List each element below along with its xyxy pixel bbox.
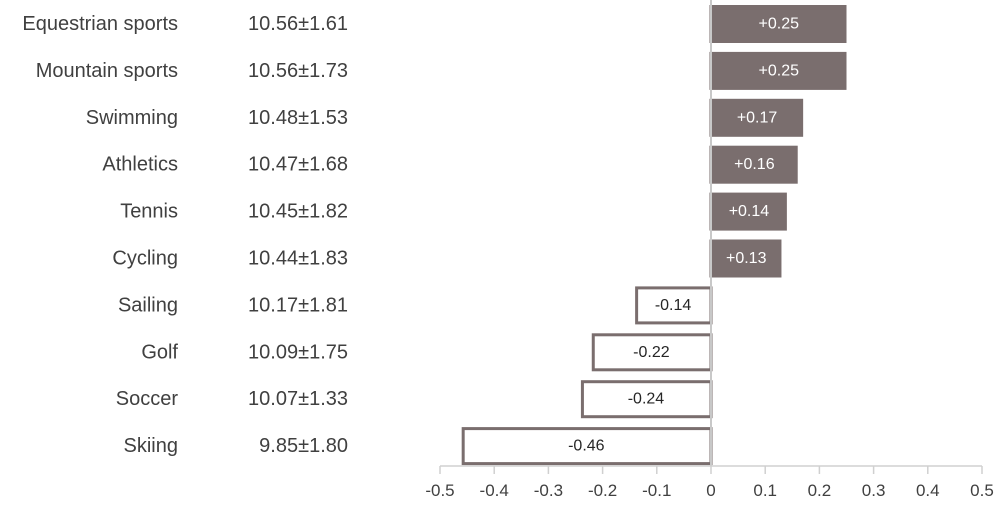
category-label-swimming: Swimming	[86, 107, 178, 129]
x-tick-label: 0	[706, 481, 715, 500]
category-label-athletics: Athletics	[102, 154, 178, 176]
x-tick-label: 0.1	[753, 481, 777, 500]
data-label-golf: -0.22	[633, 344, 670, 361]
category-label-skiing: Skiing	[124, 435, 178, 457]
category-labels: Equestrian sports Mountain sports Swimming…	[22, 13, 178, 457]
category-value-swimming: 10.48±1.53	[248, 107, 348, 129]
category-value-cycling: 10.44±1.83	[248, 248, 348, 270]
category-value-sailing: 10.17±1.81	[248, 294, 348, 316]
category-label-tennis: Tennis	[120, 201, 178, 223]
category-label-cycling: Cycling	[112, 248, 178, 270]
x-tick-label: -0.5	[425, 481, 454, 500]
data-label-swimming: +0.17	[737, 109, 778, 126]
bar-mountain-sports	[709, 51, 847, 90]
bar-golf	[591, 333, 713, 372]
data-label-skiing: -0.46	[568, 438, 605, 455]
data-label-equestrian-sports: +0.25	[759, 16, 800, 33]
bar-tennis	[709, 192, 787, 231]
bar-skiing	[461, 427, 713, 466]
category-value-tennis: 10.45±1.82	[248, 201, 348, 223]
bar-athletics	[709, 145, 798, 184]
category-label-equestrian-sports: Equestrian sports	[22, 13, 178, 35]
x-axis: -0.5 -0.4 -0.3 -0.2 -0.1 0 0.1 0.2 0.3 0.4 0.5	[425, 0, 994, 500]
category-value-skiing: 9.85±1.80	[259, 435, 348, 457]
category-label-golf: Golf	[141, 341, 178, 363]
x-tick-label: 0.5	[970, 481, 994, 500]
category-value-mountain-sports: 10.56±1.73	[248, 60, 348, 82]
category-label-sailing: Sailing	[118, 294, 178, 316]
x-tick-label: 0.3	[862, 481, 886, 500]
x-tick-label: -0.2	[588, 481, 617, 500]
bars: +0.25 +0.25 +0.17 +0.16 +0.14 +0.13 -0.14 -0.22…	[461, 5, 847, 466]
category-value-equestrian-sports: 10.56±1.61	[248, 13, 348, 35]
data-label-sailing: -0.14	[655, 297, 692, 314]
category-label-soccer: Soccer	[116, 388, 179, 410]
data-label-cycling: +0.13	[726, 250, 767, 267]
x-tick-label: -0.1	[642, 481, 671, 500]
x-tick-label: 0.2	[808, 481, 832, 500]
category-values: 10.56±1.61 10.56±1.73 10.48±1.53 10.47±1.68…	[248, 13, 348, 457]
bar-swimming	[709, 98, 804, 137]
data-label-soccer: -0.24	[628, 391, 665, 408]
category-label-mountain-sports: Mountain sports	[36, 60, 178, 82]
bar-soccer	[580, 380, 713, 419]
x-tick-label: -0.4	[480, 481, 509, 500]
x-tick-label: 0.4	[916, 481, 940, 500]
category-value-athletics: 10.47±1.68	[248, 154, 348, 176]
category-value-soccer: 10.07±1.33	[248, 388, 348, 410]
data-label-tennis: +0.14	[729, 203, 770, 220]
category-value-golf: 10.09±1.75	[248, 341, 348, 363]
x-tick-label: -0.3	[534, 481, 563, 500]
data-label-athletics: +0.16	[734, 156, 775, 173]
data-label-mountain-sports: +0.25	[759, 62, 800, 79]
